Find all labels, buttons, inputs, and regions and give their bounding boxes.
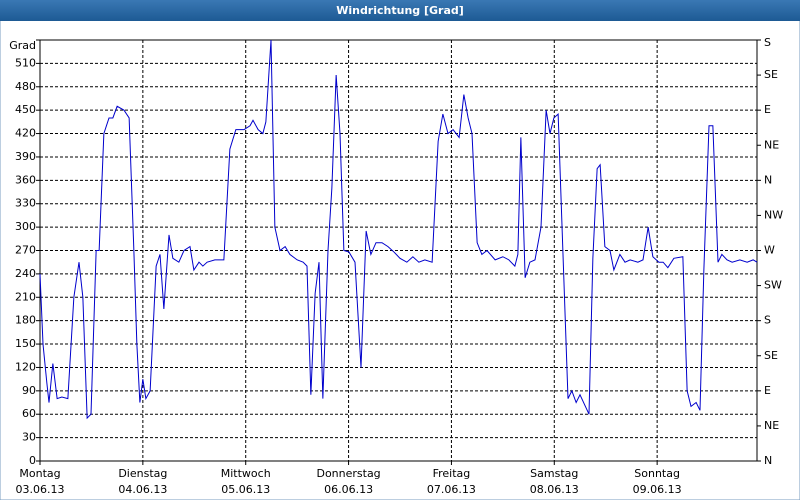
x-tick-date: 04.06.13 [118, 483, 167, 496]
y-tick-label: 150 [15, 337, 36, 350]
x-tick-date: 05.06.13 [221, 483, 270, 496]
x-tick-date: 06.06.13 [324, 483, 373, 496]
y-tick-label: 180 [15, 314, 36, 327]
y2-tick-label: SW [764, 279, 782, 292]
y-tick-label: 420 [15, 127, 36, 140]
y-tick-label: 480 [15, 80, 36, 93]
x-tick-label: Sonntag [634, 467, 680, 480]
y-tick-label: 330 [15, 197, 36, 210]
y-tick-label: 90 [22, 384, 36, 397]
y-tick-label: 390 [15, 150, 36, 163]
y2-tick-label: NE [764, 138, 779, 151]
x-tick-label: Samstag [530, 467, 578, 480]
y-tick-label: 120 [15, 360, 36, 373]
y2-tick-label: S [764, 36, 771, 49]
y2-tick-label: SE [764, 349, 778, 362]
y-tick-label: 210 [15, 290, 36, 303]
y-tick-label: 360 [15, 173, 36, 186]
y-tick-label: 300 [15, 220, 36, 233]
y2-tick-label: N [764, 454, 772, 467]
x-tick-label: Montag [19, 467, 60, 480]
y2-tick-label: SE [764, 68, 778, 81]
title-bar [0, 0, 800, 21]
y-tick-label: Grad [9, 39, 36, 52]
y-tick-label: 240 [15, 267, 36, 280]
y-tick-label: 0 [29, 454, 36, 467]
y2-tick-label: NE [764, 419, 779, 432]
y2-tick-label: N [764, 173, 772, 186]
chart-title: Windrichtung [Grad] [336, 4, 464, 17]
data-line [39, 39, 758, 420]
x-tick-label: Dienstag [118, 467, 167, 480]
y-tick-label: 60 [22, 407, 36, 420]
y-tick-label: 30 [22, 431, 36, 444]
y2-tick-label: NW [764, 208, 783, 221]
plot-frame [39, 39, 758, 462]
y-tick-label: 450 [15, 103, 36, 116]
y2-tick-label: W [764, 244, 775, 257]
x-tick-date: 07.06.13 [427, 483, 476, 496]
x-tick-label: Mittwoch [221, 467, 271, 480]
y2-tick-label: E [764, 103, 771, 116]
x-tick-date: 09.06.13 [633, 483, 682, 496]
x-tick-date: 08.06.13 [530, 483, 579, 496]
y2-tick-label: S [764, 314, 771, 327]
y2-tick-label: E [764, 384, 771, 397]
x-tick-date: 03.06.13 [16, 483, 65, 496]
y-tick-label: 270 [15, 244, 36, 257]
x-tick-label: Freitag [433, 467, 471, 480]
y-tick-label: 510 [15, 56, 36, 69]
x-tick-label: Donnerstag [316, 467, 380, 480]
